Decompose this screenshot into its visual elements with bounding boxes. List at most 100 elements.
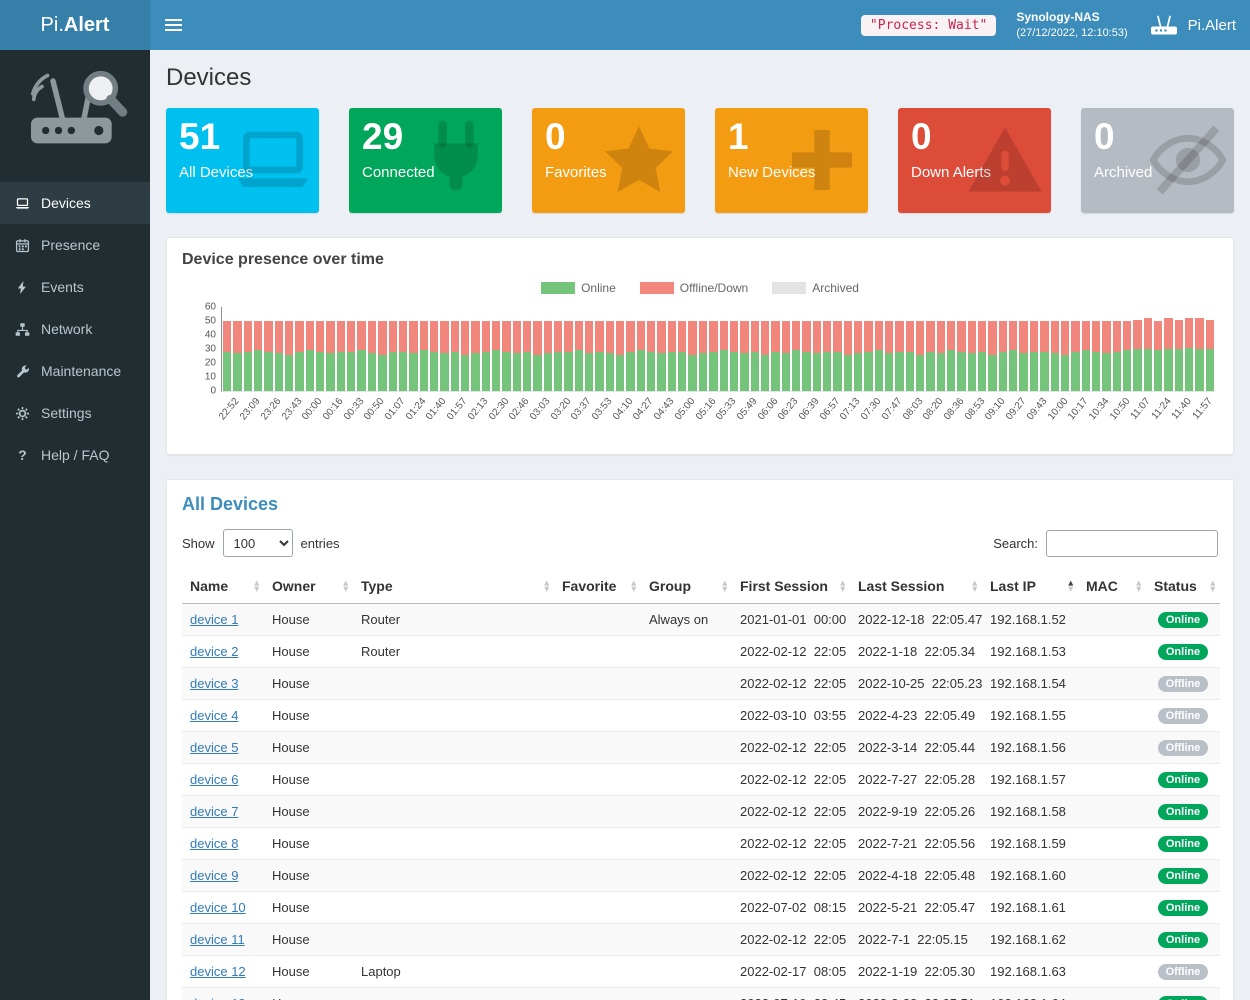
- stat-card-connected[interactable]: 29 Connected: [349, 108, 502, 213]
- chart-bar: [729, 307, 739, 391]
- stat-label: Favorites: [545, 163, 607, 181]
- stat-card-all-devices[interactable]: 51 All Devices: [166, 108, 319, 213]
- bar-segment-offline: [1102, 321, 1111, 354]
- sidebar-item-presence[interactable]: Presence: [0, 224, 150, 266]
- x-tick: 05:33: [714, 392, 739, 446]
- stat-card-new-devices[interactable]: 1 New Devices: [715, 108, 868, 213]
- column-header-favorite[interactable]: Favorite ▴ ▾: [554, 569, 641, 604]
- cell-last-ip: 192.168.1.58: [982, 795, 1078, 828]
- bar-segment-offline: [791, 321, 801, 351]
- device-link[interactable]: device 8: [190, 836, 239, 851]
- bar-segment-offline: [967, 321, 977, 354]
- sidebar-item-network[interactable]: Network: [0, 308, 150, 350]
- search-label: Search:: [993, 535, 1038, 551]
- chart-bar: [1122, 307, 1132, 391]
- sidebar-item-events[interactable]: Events: [0, 266, 150, 308]
- device-link[interactable]: device 1: [190, 612, 239, 627]
- stat-value: 0: [545, 116, 566, 157]
- device-link[interactable]: device 12: [190, 964, 246, 979]
- sidebar: Devices Presence Events Network Maintenance S…: [0, 50, 150, 1000]
- network-icon: [15, 322, 30, 337]
- bar-segment-online: [688, 354, 697, 391]
- sort-icon: ▴ ▾: [631, 577, 636, 593]
- column-header-type[interactable]: Type ▴ ▾: [353, 569, 554, 604]
- column-header-first-session[interactable]: First Session ▴ ▾: [732, 569, 850, 604]
- column-header-owner[interactable]: Owner ▴ ▾: [264, 569, 353, 604]
- x-tick: 02:13: [466, 392, 491, 446]
- legend-label: Archived: [812, 281, 859, 295]
- device-link[interactable]: device 4: [190, 708, 239, 723]
- chart-bar: [626, 307, 635, 391]
- device-link[interactable]: device 9: [190, 868, 239, 883]
- x-tick: 10:34: [1087, 392, 1112, 446]
- stat-card-favorites[interactable]: 0 Favorites: [532, 108, 685, 213]
- stat-card-down-alerts[interactable]: 0 Down Alerts: [898, 108, 1051, 213]
- device-link[interactable]: device 11: [190, 932, 245, 947]
- x-tick-label: 07:13: [838, 396, 863, 423]
- cell-favorite: [554, 891, 641, 924]
- bar-segment-offline: [574, 321, 584, 351]
- cell-first-session: 2022-02-17 08:05: [732, 955, 850, 988]
- sidebar-item-maintenance[interactable]: Maintenance: [0, 350, 150, 392]
- sidebar-item-settings[interactable]: Settings: [0, 392, 150, 434]
- bar-segment-offline: [678, 321, 687, 352]
- chart-bar: [636, 307, 646, 391]
- x-tick: 08:36: [942, 392, 967, 446]
- chart-bar: [388, 307, 397, 391]
- stat-card-archived[interactable]: 0 Archived: [1081, 108, 1234, 213]
- cell-owner: House: [264, 955, 353, 988]
- device-link[interactable]: device 3: [190, 676, 239, 691]
- bar-segment-online: [626, 351, 635, 391]
- x-tick-label: 09:10: [983, 396, 1008, 423]
- bar-segment-offline: [398, 321, 408, 352]
- legend-swatch: [541, 282, 576, 294]
- x-tick-label: 05:33: [714, 396, 739, 423]
- bar-segment-online: [481, 351, 490, 391]
- column-header-last-session[interactable]: Last Session ▴ ▾: [850, 569, 982, 604]
- sidebar-toggle-button[interactable]: [150, 0, 196, 50]
- table-row: device 10 House 2022-07-02 08:15 2022-5-21 …: [182, 891, 1220, 924]
- chart-bar: [409, 307, 418, 391]
- bar-segment-offline: [719, 321, 728, 351]
- sidebar-item-devices[interactable]: Devices: [0, 182, 150, 224]
- bar-segment-online: [678, 351, 687, 391]
- column-header-last-ip[interactable]: Last IP ▴ ▾: [982, 569, 1078, 604]
- cell-favorite: [554, 795, 641, 828]
- brand-text-pre: Pi.: [40, 13, 64, 36]
- stat-label: Down Alerts: [911, 163, 992, 181]
- page-length-select[interactable]: 100: [222, 529, 293, 557]
- device-link[interactable]: device 2: [190, 644, 239, 659]
- top-nav: "Process: Wait" Synology-NAS (27/12/2022…: [150, 0, 1250, 50]
- chart-bar: [719, 307, 728, 391]
- device-link[interactable]: device 7: [190, 804, 239, 819]
- x-tick-label: 06:06: [755, 396, 781, 423]
- x-tick: 01:40: [424, 392, 449, 446]
- status-badge: Online: [1157, 900, 1209, 916]
- bar-segment-online: [936, 353, 946, 391]
- star-icon: [599, 120, 679, 200]
- x-tick: 09:27: [1004, 392, 1029, 446]
- device-link[interactable]: device 6: [190, 772, 239, 787]
- device-link[interactable]: device 10: [190, 900, 246, 915]
- column-header-name[interactable]: Name ▴ ▾: [182, 569, 264, 604]
- x-tick-label: 10:17: [1066, 396, 1091, 423]
- x-tick: 11:24: [1149, 392, 1173, 446]
- status-badge: Online: [1157, 996, 1209, 1000]
- bar-segment-online: [1009, 350, 1018, 391]
- bar-segment-online: [605, 353, 615, 391]
- bar-segment-online: [502, 351, 511, 391]
- column-header-status[interactable]: Status ▴ ▾: [1146, 569, 1220, 604]
- cell-status: Online: [1146, 923, 1220, 956]
- column-header-group[interactable]: Group ▴ ▾: [641, 569, 732, 604]
- bar-segment-offline: [440, 321, 449, 354]
- brand-logo[interactable]: Pi. Alert: [0, 0, 150, 50]
- column-header-mac[interactable]: MAC ▴ ▾: [1078, 569, 1146, 604]
- chart-bar: [833, 307, 842, 391]
- sidebar-item-help-faq[interactable]: ? Help / FAQ: [0, 434, 150, 476]
- device-link[interactable]: device 5: [190, 740, 239, 755]
- bar-segment-online: [336, 351, 346, 391]
- chart-bar: [740, 307, 749, 391]
- bar-segment-offline: [316, 321, 325, 352]
- device-link[interactable]: device 13: [190, 996, 246, 1000]
- search-input[interactable]: [1046, 529, 1218, 557]
